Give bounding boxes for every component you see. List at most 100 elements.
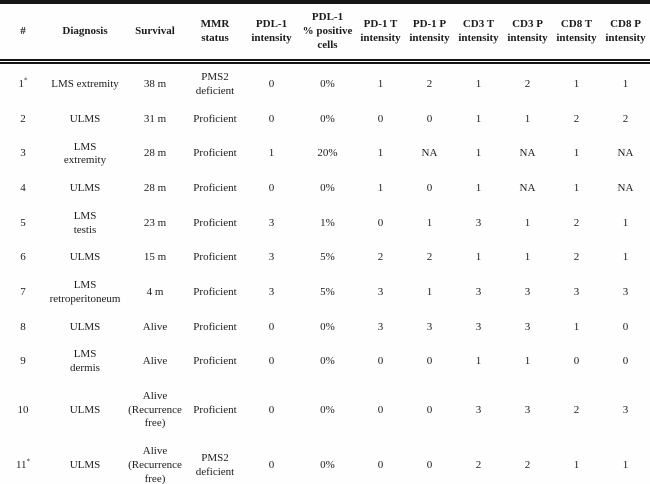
column-header-pd1_t: PD-1 T intensity (356, 2, 405, 65)
cell-pd1_p: 0 (426, 403, 433, 416)
cell-pd1_p: NA (421, 147, 438, 160)
cell-id: 9 (20, 355, 26, 368)
cell-cd3_p: 2 (524, 78, 531, 91)
cell-cd8_p: 3 (622, 403, 629, 416)
column-header-mmr: MMR status (186, 2, 244, 65)
cell-id: 10 (17, 403, 29, 416)
cell-pdl1_pct: 5% (320, 251, 335, 264)
cell-survival: Alive (Recurrence free) (128, 389, 182, 430)
cell-cd3_t: 1 (475, 78, 482, 91)
cell-pdl1_pct: 1% (320, 216, 335, 229)
cell-id: 3 (20, 147, 26, 160)
cell-pdl1_int: 0 (268, 112, 275, 125)
cell-cd8_t: 1 (573, 182, 580, 194)
column-header-cd3_p: CD3 P intensity (503, 2, 552, 65)
cell-pdl1_int: 3 (268, 251, 275, 264)
cell-cd3_t: 3 (475, 285, 482, 298)
cell-pd1_p: 2 (426, 78, 433, 91)
cell-mmr: Proficient (193, 285, 237, 298)
cell-pd1_t: 2 (377, 251, 384, 264)
cell-pd1_t: 0 (377, 355, 384, 368)
cell-cd3_p: 1 (524, 216, 531, 229)
column-header-pdl1_pct: PDL-1 % positive cells (299, 2, 356, 65)
cell-cd3_p: 1 (524, 355, 531, 368)
cell-pdl1_pct: 0% (320, 112, 335, 125)
cell-pd1_t: 1 (377, 182, 384, 194)
cell-cd8_p: NA (617, 147, 634, 160)
cell-cd3_t: 1 (475, 147, 482, 160)
cell-pd1_t: 1 (377, 147, 384, 160)
case-number: 1 (18, 78, 25, 91)
cell-id: 1* (0, 62, 46, 106)
cell-diagnosis: LMS retroperitoneum (49, 279, 121, 305)
cell-cd3_p: 1 (524, 251, 531, 264)
cell-pd1_t: 3 (377, 285, 384, 298)
cell-diagnosis: ULMS (69, 458, 101, 471)
cell-mmr: Proficient (193, 355, 237, 368)
cell-survival: 31 m (143, 112, 167, 125)
cell-cd8_p: 1 (622, 458, 629, 471)
cell-survival: 28 m (143, 182, 167, 194)
table-row: 3 LMS extremity 28 m Proficient 1 20% 1 NA 1 NA 1 N… (0, 134, 650, 176)
cell-survival: 38 m (143, 78, 167, 91)
cell-mmr: Proficient (193, 216, 237, 229)
cell-cd3_t: 2 (475, 458, 482, 471)
cell-pdl1_pct: 5% (320, 285, 335, 298)
cell-cd8_t: 1 (573, 458, 580, 471)
column-header-pd1_p: PD-1 P intensity (405, 2, 454, 65)
column-header-id: # (0, 2, 46, 65)
cell-pdl1_pct: 0% (320, 320, 335, 333)
cell-cd8_p: 1 (622, 78, 629, 91)
table-row: 9 LMS dermis Alive Proficient 0 0% 0 0 1 1 0 0 (0, 341, 650, 383)
cell-cd8_p: 0 (622, 355, 629, 368)
cell-mmr: Proficient (193, 147, 237, 160)
cell-mmr: Proficient (193, 112, 237, 125)
cell-pdl1_int: 1 (268, 147, 275, 160)
cell-cd8_t: 2 (573, 251, 580, 264)
table-row: 6 ULMS 15 m Proficient 3 5% 2 2 1 1 2 1 (0, 244, 650, 272)
cell-pd1_t: 0 (377, 458, 384, 471)
cell-cd8_t: 1 (573, 147, 580, 160)
table-row: 2 ULMS 31 m Proficient 0 0% 0 0 1 1 2 2 (0, 106, 650, 134)
table-row: 10 ULMS Alive (Recurrence free) Proficient 0… (0, 383, 650, 438)
table-row: 11* ULMS Alive (Recurrence free) PMS2 defic… (0, 438, 650, 484)
cell-cd3_p: 3 (524, 403, 531, 416)
column-header-cd8_t: CD8 T intensity (552, 2, 601, 65)
cell-cd8_t: 1 (573, 78, 580, 91)
cell-diagnosis: ULMS (69, 320, 101, 333)
cell-cd3_p: 3 (524, 285, 531, 298)
cell-cd3_t: 1 (475, 112, 482, 125)
cell-pd1_p: 3 (426, 320, 433, 333)
header-row: # Diagnosis Survival MMR status PDL-1 intens… (0, 2, 650, 65)
cell-pd1_p: 2 (426, 251, 433, 264)
cell-pdl1_pct: 20% (317, 147, 338, 160)
column-header-cd3_t: CD3 T intensity (454, 2, 503, 65)
table-body: 1* LMS extremity 38 m PMS2 deficient 0 0% 1 2 1 2… (0, 62, 650, 484)
cell-pdl1_pct: 0% (320, 182, 335, 194)
cell-pdl1_int: 3 (268, 216, 275, 229)
cell-mmr: PMS2 deficient (195, 451, 235, 478)
cell-cd8_t: 0 (573, 355, 580, 368)
cell-mmr: Proficient (193, 403, 237, 416)
cell-cd3_t: 3 (475, 320, 482, 333)
table-row: 5 LMS testis 23 m Proficient 3 1% 0 1 3 1 2 1 (0, 203, 650, 245)
cell-pdl1_pct: 0% (320, 78, 335, 91)
cell-diagnosis: LMS testis (73, 209, 97, 236)
cell-survival: Alive (142, 320, 168, 333)
cell-cd8_p: 0 (622, 320, 629, 333)
cell-pdl1_int: 3 (268, 285, 275, 298)
cell-cd8_p: NA (617, 182, 634, 194)
footnote-mark: * (26, 457, 31, 466)
cell-cd3_p: 3 (524, 320, 531, 333)
cell-id: 4 (20, 182, 26, 194)
cell-diagnosis: LMS extremity (63, 140, 107, 167)
cell-survival: 23 m (143, 216, 167, 229)
cell-cd8_t: 2 (573, 112, 580, 125)
table-row: 8 ULMS Alive Proficient 0 0% 3 3 3 3 1 0 (0, 314, 650, 342)
cell-pd1_p: 1 (426, 216, 433, 229)
table-row: 4 ULMS 28 m Proficient 0 0% 1 0 1 NA 1 NA (0, 175, 650, 203)
cell-pd1_p: 0 (426, 355, 433, 368)
cell-pdl1_pct: 0% (320, 403, 335, 416)
